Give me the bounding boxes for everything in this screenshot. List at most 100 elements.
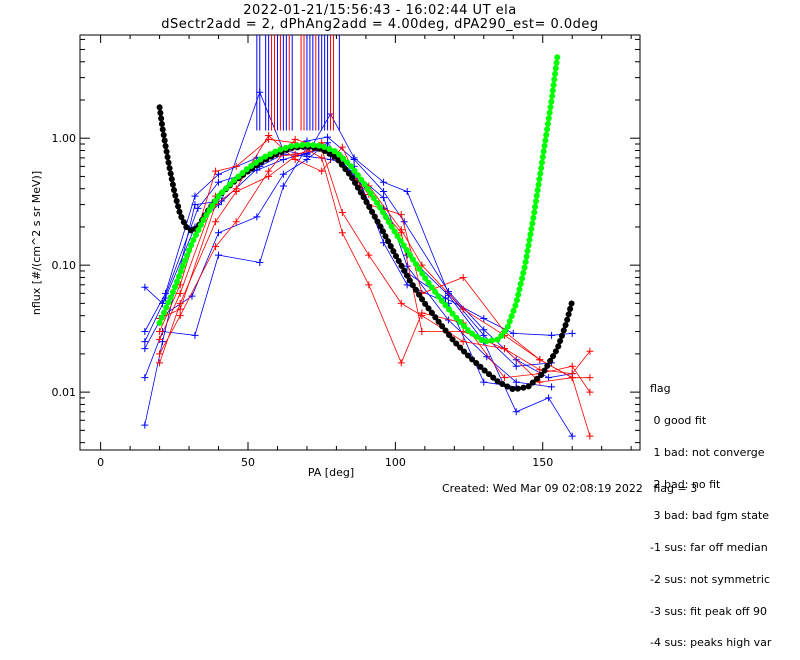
data-point-marker <box>338 208 346 216</box>
data-series-line <box>144 146 552 388</box>
data-point-marker <box>403 188 411 196</box>
data-point-marker <box>324 139 332 147</box>
data-point-marker <box>400 218 408 226</box>
peak-markers-layer <box>256 35 340 131</box>
data-point-marker <box>365 251 373 259</box>
flag-legend-header: flag <box>650 382 671 396</box>
data-point-marker <box>318 154 326 162</box>
data-point-marker <box>215 170 223 178</box>
data-point-marker <box>397 299 405 307</box>
data-point-marker <box>191 201 199 209</box>
data-point-marker <box>380 194 388 202</box>
fit-curve-black <box>156 104 576 393</box>
data-point-marker <box>380 178 388 186</box>
y-tick-label: 0.01 <box>52 386 77 399</box>
data-point-marker <box>548 331 556 339</box>
footer: Created: Wed Mar 09 02:08:19 2022 flag =… <box>442 482 697 495</box>
data-point-marker <box>176 281 184 289</box>
data-point-marker <box>215 229 223 237</box>
x-tick-label: 100 <box>385 456 406 469</box>
data-point-marker <box>156 335 164 343</box>
chart-title-line1: 2022-01-21/15:56:43 - 16:02:44 UT ela <box>243 3 517 18</box>
data-point-marker <box>141 283 149 291</box>
data-point-marker <box>156 328 164 336</box>
x-tick-label: 0 <box>97 456 104 469</box>
data-point-marker <box>397 211 405 219</box>
data-point-marker <box>303 152 311 160</box>
data-point-marker <box>586 388 594 396</box>
data-point-marker <box>418 309 426 317</box>
data-point-marker <box>265 132 273 140</box>
data-point-marker <box>156 350 164 358</box>
data-point-marker <box>338 143 346 151</box>
data-point-marker <box>212 243 220 251</box>
data-point-marker <box>215 178 223 186</box>
flag-legend-item-5: -2 sus: not symmetric <box>650 572 770 586</box>
data-point-marker <box>191 192 199 200</box>
data-point-marker <box>480 331 488 339</box>
flag-legend-item-3: 3 bad: bad fgm state <box>650 509 770 523</box>
data-point-marker <box>536 356 544 364</box>
fit-curves-layer <box>156 52 576 393</box>
data-point-marker <box>141 345 149 353</box>
data-point-marker <box>568 374 576 382</box>
data-point-marker <box>212 167 220 175</box>
data-point-marker <box>338 229 346 237</box>
chart-title-line2: dSectr2add = 2, dPhAng2add = 4.00deg, dP… <box>161 17 599 32</box>
data-point-marker <box>350 154 358 162</box>
data-point-marker <box>194 204 202 212</box>
data-point-marker <box>568 432 576 440</box>
data-point-marker <box>512 408 520 416</box>
y-tick-label: 0.10 <box>52 259 77 272</box>
data-point-marker <box>418 261 426 269</box>
data-point-marker <box>141 374 149 382</box>
data-point-marker <box>265 167 273 175</box>
data-point-marker <box>586 374 594 382</box>
data-point-marker <box>500 345 508 353</box>
plot-frame <box>79 34 641 451</box>
flag-legend-item-7: -4 sus: peaks high var <box>650 636 772 650</box>
y-axis-label: nflux [#/(cm^2 s sr MeV)] <box>30 171 43 315</box>
data-point-marker <box>586 347 594 355</box>
data-point-marker <box>188 292 196 300</box>
data-point-marker <box>215 251 223 259</box>
data-point-marker <box>459 338 467 346</box>
data-point-marker <box>279 182 287 190</box>
data-point-marker <box>141 421 149 429</box>
footer-created: Created: Wed Mar 09 02:08:19 2022 <box>442 482 643 495</box>
data-point-marker <box>232 218 240 226</box>
flag-legend-item-1: 1 bad: not converge <box>650 445 765 459</box>
data-point-marker <box>253 213 261 221</box>
data-point-marker <box>232 162 240 170</box>
data-point-marker <box>548 383 556 391</box>
data-point-marker <box>586 432 594 440</box>
data-point-marker <box>141 328 149 336</box>
x-tick-label: 150 <box>532 456 553 469</box>
data-point-marker <box>509 329 517 337</box>
data-point-marker <box>403 281 411 289</box>
flag-legend-item-6: -3 sus: fit peak off 90 <box>650 604 767 618</box>
data-point-marker <box>176 289 184 297</box>
footer-flag: flag = 3 <box>653 482 698 495</box>
data-point-marker <box>217 197 225 205</box>
data-series-line <box>159 138 591 393</box>
data-point-marker <box>212 218 220 226</box>
data-point-marker <box>318 167 326 175</box>
x-axis-label: PA [deg] <box>308 466 354 479</box>
data-point-marker <box>459 305 467 313</box>
data-point-marker <box>141 338 149 346</box>
data-point-marker <box>156 359 164 367</box>
data-point-marker <box>512 362 520 370</box>
data-point-marker <box>191 331 199 339</box>
data-point-marker <box>365 281 373 289</box>
flag-legend-item-0: 0 good fit <box>650 413 707 427</box>
data-point-marker <box>380 188 388 196</box>
chart-plot: 0 50 100 150 0.01 0.10 1.00 PA [deg] nflux [#/… <box>30 34 641 479</box>
x-tick-label: 50 <box>241 456 255 469</box>
data-point-marker <box>545 394 553 402</box>
data-point-marker <box>397 229 405 237</box>
data-point-marker <box>568 329 576 337</box>
data-point-marker <box>480 378 488 386</box>
data-point-marker <box>256 258 264 266</box>
data-point-marker <box>291 155 299 163</box>
